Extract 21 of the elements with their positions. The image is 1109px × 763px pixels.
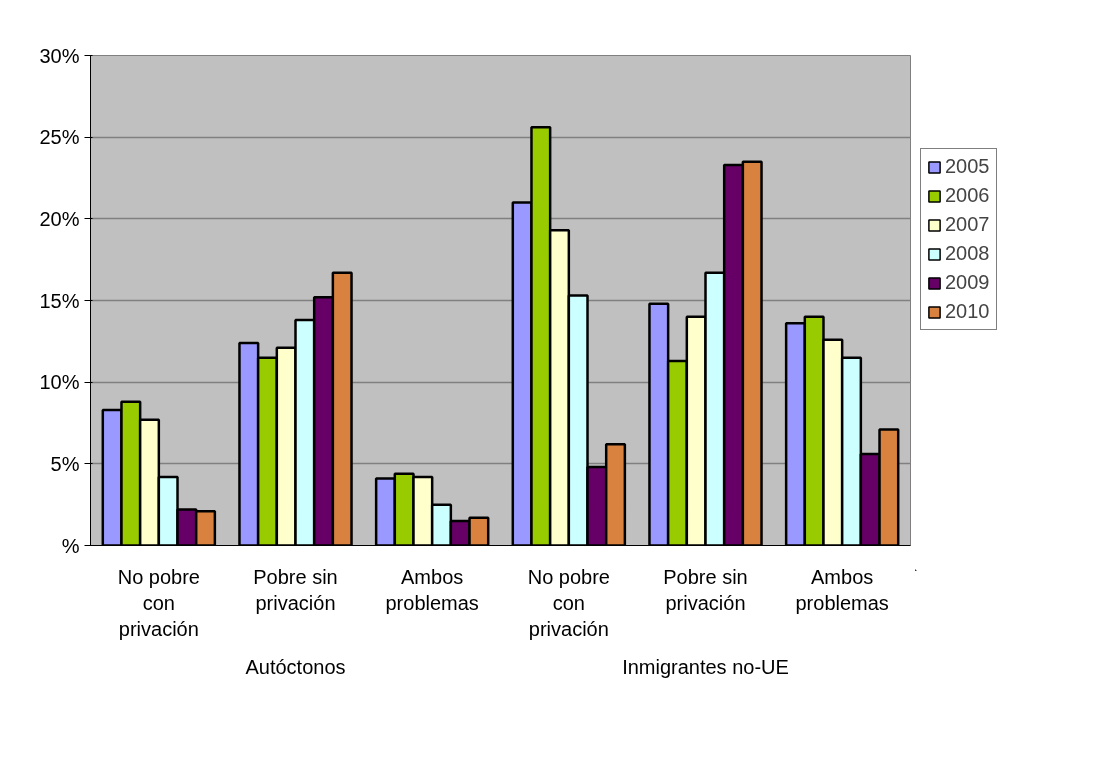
y-tick-label: 30% — [39, 44, 80, 67]
legend-label: 2005 — [945, 155, 990, 178]
y-tick-label: 5% — [50, 452, 80, 475]
legend-label: 2007 — [945, 213, 990, 236]
x-tick-label: Pobre sin privación — [253, 565, 338, 614]
y-tick-label: 10% — [39, 371, 80, 394]
legend-label: 2006 — [945, 184, 990, 207]
legend-label: 2010 — [945, 300, 990, 323]
legend-label: 2009 — [945, 271, 990, 294]
y-tick-label: % — [61, 534, 80, 557]
text: Autóctonos — [245, 655, 346, 678]
x-tick-label: No pobre con privación — [117, 565, 200, 641]
y-tick-label: 20% — [39, 207, 80, 230]
y-tick-label: 25% — [39, 126, 80, 149]
x-tick-label: Ambos problemas — [385, 565, 479, 614]
x-tick-label: No pobre con privación — [527, 565, 610, 641]
x-tick-label: Pobre sin privación — [663, 565, 748, 614]
legend-label: 2008 — [945, 242, 990, 265]
y-tick-label: 15% — [39, 289, 80, 312]
x-tick-label: Ambos problemas — [795, 565, 889, 614]
text: Inmigrantes no-UE — [622, 655, 789, 678]
